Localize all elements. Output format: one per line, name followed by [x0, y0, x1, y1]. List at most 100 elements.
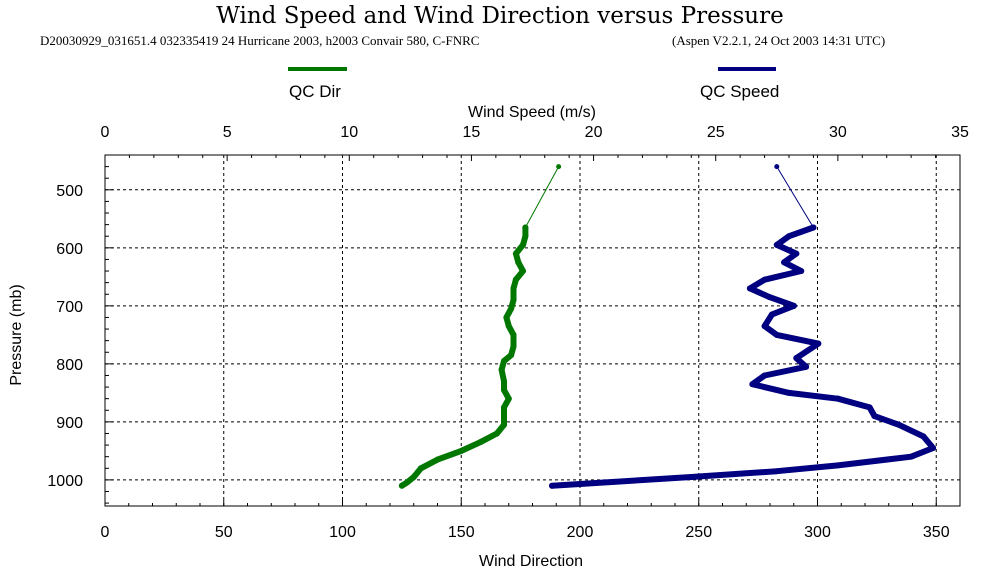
x-top-tick-label: 35 [951, 124, 969, 141]
series-point-qc-speed [746, 285, 753, 292]
x-bottom-tick-label: 250 [685, 524, 712, 541]
series-point-qc-dir [503, 314, 510, 321]
series-point-qc-speed [749, 381, 756, 388]
series-point-qc-dir [501, 404, 507, 411]
series-point-qc-dir [515, 259, 522, 266]
series-point-qc-dir [410, 473, 417, 480]
series-point-qc-speed-tail [559, 482, 565, 488]
series-point-qc-speed [930, 444, 937, 451]
y-tick-label: 600 [56, 241, 83, 258]
series-point-qc-speed [781, 259, 788, 266]
series-point-qc-dir [520, 241, 526, 248]
series-point-qc-speed [773, 241, 780, 248]
series-point-qc-dir [508, 352, 515, 359]
series-point-qc-dir [520, 268, 526, 275]
series-point-qc-dir [510, 297, 517, 304]
x-top-tick-label: 30 [829, 124, 847, 141]
series-point-qc-dir [501, 421, 507, 428]
series-point-qc-speed [803, 363, 810, 370]
chart-subtitle-version: (Aspen V2.2.1, 24 Oct 2003 14:31 UTC) [672, 33, 886, 48]
series-point-qc-speed-tail [589, 480, 595, 486]
series-point-qc-speed-tail [569, 482, 575, 487]
series-point-qc-speed-tail [688, 474, 694, 480]
series-point-qc-speed [871, 413, 878, 420]
series-point-qc-dir [501, 357, 507, 364]
y-tick-label: 1000 [47, 473, 83, 490]
series-point-qc-speed-tail [659, 476, 664, 482]
legend-label-dir: QC Dir [289, 82, 341, 101]
series-point-qc-speed [793, 355, 800, 362]
series-point-qc-speed-tail [639, 477, 644, 483]
x-top-tick-label: 20 [585, 124, 603, 141]
series-point-qc-speed [798, 268, 805, 275]
chart-subtitle: D20030929_031651.4 032335419 24 Hurrican… [40, 33, 480, 48]
series-line-qc-dir [398, 224, 529, 489]
x-bottom-axis-title: Wind Direction [479, 553, 583, 570]
y-tick-label: 900 [56, 415, 83, 432]
series-point-qc-dir [477, 439, 484, 446]
series-point-qc-speed [866, 404, 873, 411]
series-point-qc-speed-tail [599, 480, 605, 485]
series-point-qc-speed [793, 250, 800, 257]
axis-ticks [104, 155, 961, 506]
series-point-qc-speed [834, 462, 841, 469]
series-point-qc-dir [505, 395, 512, 402]
chart-title: Wind Speed and Wind Direction versus Pre… [216, 3, 784, 29]
series-point-qc-speed [761, 372, 768, 379]
x-top-tick-label: 25 [707, 124, 725, 141]
series-point-qc-dir [522, 224, 529, 231]
series-point-qc-speed [895, 421, 902, 428]
series-point-qc-speed [761, 323, 768, 330]
series-point-qc-dir [458, 447, 465, 454]
series-point-qc-dir [493, 430, 500, 437]
series-point-qc-dir [501, 386, 507, 393]
series-point-qc-dir [501, 413, 507, 420]
series-point-qc-dir [556, 164, 562, 170]
series-point-qc-speed-tail [609, 479, 615, 485]
x-bottom-tick-label: 200 [567, 524, 594, 541]
x-top-tick-label: 0 [101, 124, 110, 141]
series-point-qc-speed-tail [669, 475, 674, 481]
series-point-qc-speed [786, 389, 792, 396]
series-point-qc-dir [510, 331, 517, 338]
tick-labels: 0 50 100 150 200 250 300 350 0 5 10 15 20 25 30 35 500 60… [47, 124, 969, 541]
series-point-qc-speed [908, 453, 915, 460]
series-point-qc-dir [510, 343, 517, 350]
series-point-qc-dir [417, 465, 424, 472]
series-point-qc-speed [761, 276, 768, 283]
series-point-qc-dir [512, 276, 519, 283]
x-top-axis-title: Wind Speed (m/s) [468, 104, 596, 121]
series-point-qc-speed [768, 311, 775, 318]
series-point-qc-speed [773, 331, 780, 338]
series-point-qc-dir [508, 305, 515, 312]
x-top-tick-label: 10 [340, 124, 358, 141]
series-point-qc-dir [512, 250, 519, 257]
x-bottom-tick-label: 350 [923, 524, 950, 541]
x-bottom-tick-label: 50 [215, 524, 233, 541]
series-point-qc-speed-tail [549, 483, 555, 488]
series-point-qc-speed-tail [649, 477, 654, 482]
series-line-qc-dir-top [524, 166, 560, 228]
series-point-qc-speed [773, 468, 780, 475]
x-bottom-tick-label: 0 [101, 524, 110, 541]
legend-label-speed: QC Speed [700, 82, 779, 101]
x-top-tick-label: 5 [223, 124, 232, 141]
series-point-qc-dir [510, 285, 517, 292]
series-point-qc-speed [834, 395, 841, 402]
x-top-tick-label: 15 [463, 124, 481, 141]
y-tick-label: 800 [56, 357, 83, 374]
series-point-qc-speed [766, 294, 773, 301]
series-point-qc-speed [810, 224, 817, 231]
series-point-qc-dir [403, 479, 410, 486]
series-line-qc-speed [549, 224, 937, 489]
series-point-qc-dir [498, 366, 505, 373]
series-point-qc-dir [434, 456, 441, 463]
plot-area [104, 154, 961, 507]
series-point-qc-speed [774, 164, 780, 170]
y-tick-label: 700 [56, 299, 83, 316]
series-line-qc-speed-top [776, 166, 814, 228]
y-tick-label: 500 [56, 183, 83, 200]
series-point-qc-dir [501, 378, 507, 385]
x-bottom-tick-label: 300 [804, 524, 831, 541]
